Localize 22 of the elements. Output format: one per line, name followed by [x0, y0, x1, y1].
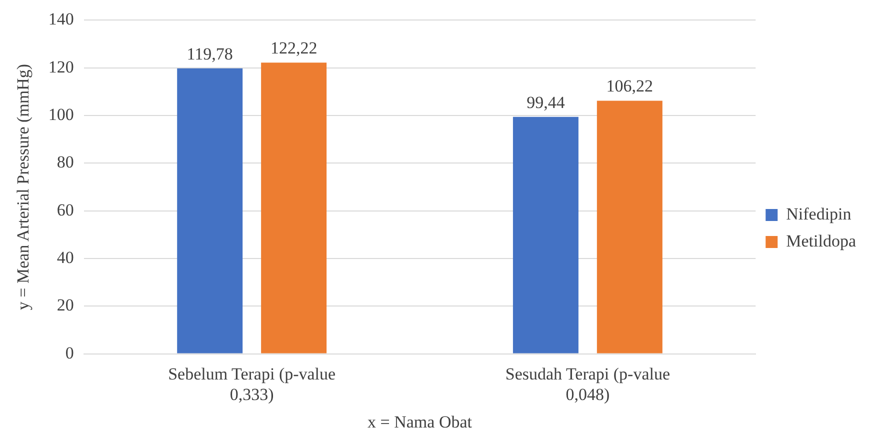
bar: [177, 68, 243, 354]
y-tick-label: 100: [48, 104, 74, 124]
y-axis-title: y = Mean Arterial Pressure (mmHg): [14, 64, 33, 310]
bar: [512, 116, 578, 354]
y-tick-label: 60: [56, 200, 74, 220]
x-tick-label: Sebelum Terapi (p-value 0,333): [168, 364, 336, 404]
data-label: 119,78: [186, 44, 233, 64]
y-tick-label: 0: [65, 343, 74, 362]
y-tick-label: 140: [48, 10, 74, 29]
bar: [596, 100, 662, 354]
data-label: 106,22: [606, 76, 654, 96]
data-label: 99,44: [526, 92, 566, 112]
y-tick-label: 80: [56, 152, 74, 172]
y-tick-label: 120: [48, 57, 74, 76]
data-label: 122,22: [270, 38, 318, 58]
x-axis-title: x = Nama Obat: [368, 412, 472, 432]
y-tick-label: 40: [56, 248, 74, 267]
y-tick-label: 20: [56, 296, 74, 315]
legend-label: Metildopa: [786, 231, 856, 250]
x-tick-label: Sesudah Terapi (p-value 0,048): [505, 364, 670, 404]
legend-label: Nifedipin: [786, 204, 852, 224]
bar: [261, 62, 327, 354]
